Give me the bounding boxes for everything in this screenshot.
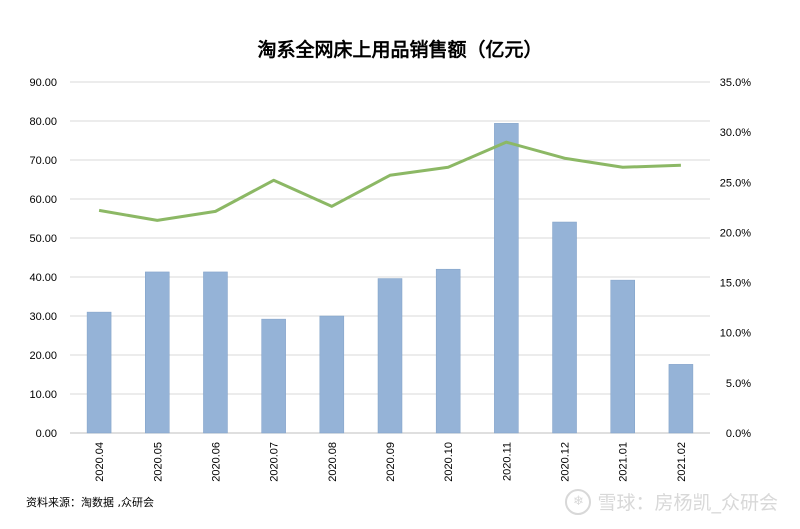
gridlines: [70, 81, 710, 434]
right-tick-label: 15.0%: [720, 278, 751, 290]
right-tick-label: 30.0%: [720, 127, 751, 139]
x-axis: 2020.04 2020.05 2020.06 2020.07 2020.08 2020.…: [94, 442, 688, 482]
snowball-logo-icon: ❄: [565, 488, 592, 515]
left-tick-label: 20.00: [29, 350, 57, 362]
left-tick-label: 80.00: [29, 116, 57, 128]
bar: [86, 311, 112, 434]
line-path: [98, 140, 681, 222]
chart-title: 淘系全网床上用品销售额（亿元）: [257, 38, 542, 61]
bar-series: [86, 123, 694, 434]
left-tick-label: 50.00: [29, 233, 57, 245]
bar: [494, 123, 519, 434]
line-series: [98, 140, 681, 222]
bar: [377, 278, 403, 434]
bar: [668, 364, 694, 434]
source-note: 资料来源：淘数据 ,众研会: [26, 496, 154, 509]
bar: [610, 279, 635, 434]
x-tick-label: 2020.05: [152, 442, 164, 482]
right-axis: 0.0% 5.0% 10.0% 15.0% 20.0% 25.0% 30.0% 35.0%: [720, 77, 751, 440]
left-tick-label: 70.00: [29, 155, 57, 167]
bar: [319, 315, 345, 434]
x-tick-label: 2021.02: [676, 442, 688, 482]
bar: [552, 221, 577, 434]
x-tick-label: 2020.09: [385, 442, 397, 482]
left-tick-label: 40.00: [29, 272, 57, 284]
x-tick-label: 2020.06: [210, 442, 222, 482]
left-tick-label: 30.00: [29, 311, 57, 323]
right-tick-label: 25.0%: [720, 177, 751, 189]
left-tick-label: 0.00: [36, 428, 57, 440]
left-tick-label: 10.00: [29, 389, 57, 401]
bar: [145, 271, 170, 434]
x-tick-label: 2020.11: [501, 442, 513, 481]
left-tick-label: 90.00: [29, 77, 57, 89]
x-tick-label: 2020.04: [94, 442, 106, 482]
right-tick-label: 20.0%: [720, 227, 751, 239]
bar: [203, 271, 228, 434]
right-tick-label: 35.0%: [720, 77, 751, 89]
left-tick-label: 60.00: [29, 194, 57, 206]
right-tick-label: 5.0%: [726, 378, 751, 390]
x-tick-label: 2020.07: [269, 442, 281, 482]
x-tick-label: 2021.01: [618, 442, 630, 482]
x-tick-label: 2020.10: [443, 442, 455, 482]
left-axis: 0.00 10.00 20.00 30.00 40.00 50.00 60.00 70.00 8…: [29, 77, 57, 440]
bar: [435, 268, 461, 434]
x-tick-label: 2020.12: [560, 442, 572, 482]
right-tick-label: 0.0%: [726, 428, 751, 440]
watermark-text: 雪球：房杨凯_众研会: [597, 492, 778, 514]
bar: [261, 318, 286, 434]
x-tick-label: 2020.08: [327, 442, 339, 482]
watermark: ❄ 雪球：房杨凯_众研会: [565, 488, 778, 515]
right-tick-label: 10.0%: [720, 328, 751, 340]
